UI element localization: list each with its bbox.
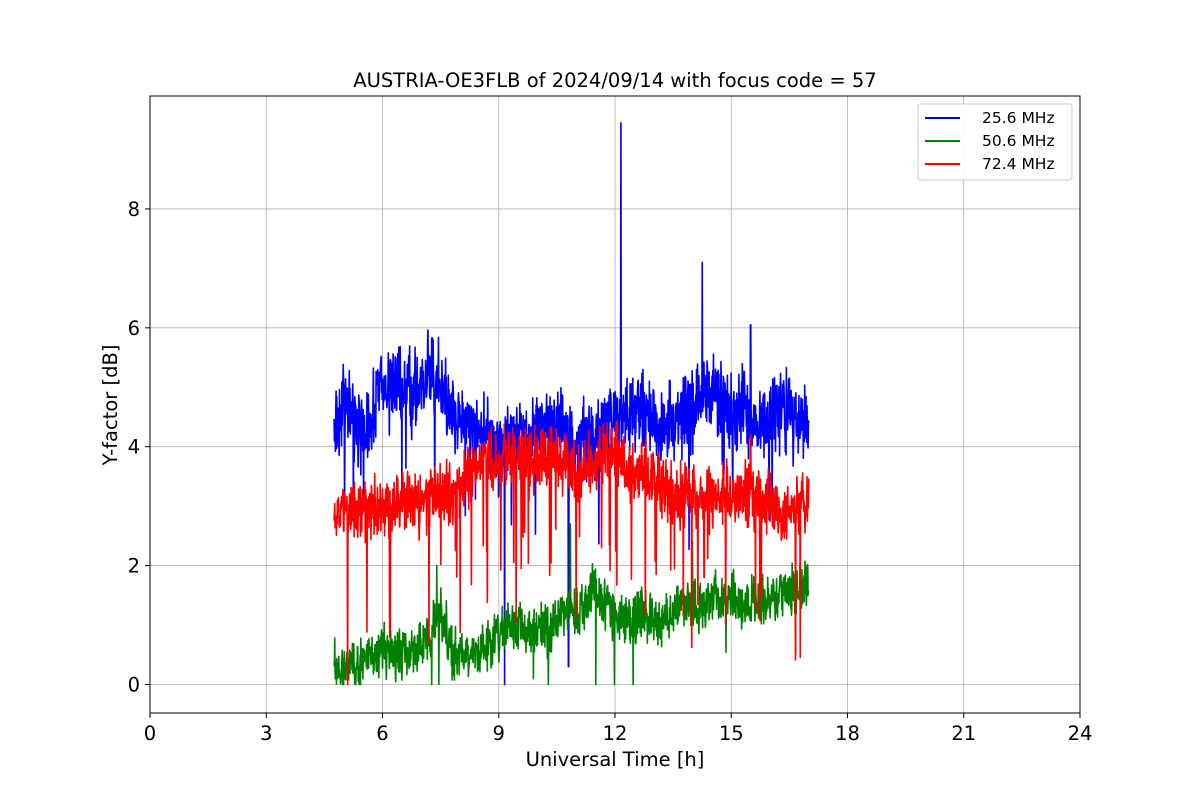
- y-tick-label: 2: [128, 555, 140, 578]
- x-tick-label: 0: [144, 722, 156, 745]
- legend-box: [917, 103, 1073, 181]
- x-axis-label: Universal Time [h]: [526, 748, 705, 771]
- x-tick-label: 12: [603, 722, 628, 745]
- x-tick-label: 18: [835, 722, 860, 745]
- legend: 25.6 MHz 50.6 MHz 72.4 MHz: [917, 103, 1073, 181]
- series-lines: [333, 121, 810, 686]
- series-line-1: [333, 121, 810, 686]
- x-tick-label: 21: [951, 722, 976, 745]
- y-tick-label: 0: [128, 673, 140, 696]
- plot-data-area: [333, 121, 810, 686]
- chart-title: AUSTRIA-OE3FLB of 2024/09/14 with focus …: [353, 69, 876, 92]
- x-tick-label: 9: [493, 722, 505, 745]
- y-axis: 0 2 4 6 8: [128, 198, 150, 696]
- x-tick-label: 3: [260, 722, 272, 745]
- legend-label: 25.6 MHz: [982, 109, 1055, 127]
- x-tick-label: 24: [1068, 722, 1093, 745]
- series-line-2: [333, 523, 810, 686]
- series-line-3: [333, 420, 810, 686]
- y-axis-label: Y-factor [dB]: [99, 345, 122, 467]
- x-tick-label: 6: [376, 722, 388, 745]
- y-tick-label: 6: [128, 317, 140, 340]
- y-tick-label: 8: [128, 198, 140, 221]
- y-tick-label: 4: [128, 436, 140, 459]
- x-tick-label: 15: [719, 722, 744, 745]
- x-axis: 0 3 6 9 12 15 18 21 24: [144, 713, 1093, 745]
- legend-label: 50.6 MHz: [982, 132, 1055, 150]
- legend-label: 72.4 MHz: [982, 155, 1055, 173]
